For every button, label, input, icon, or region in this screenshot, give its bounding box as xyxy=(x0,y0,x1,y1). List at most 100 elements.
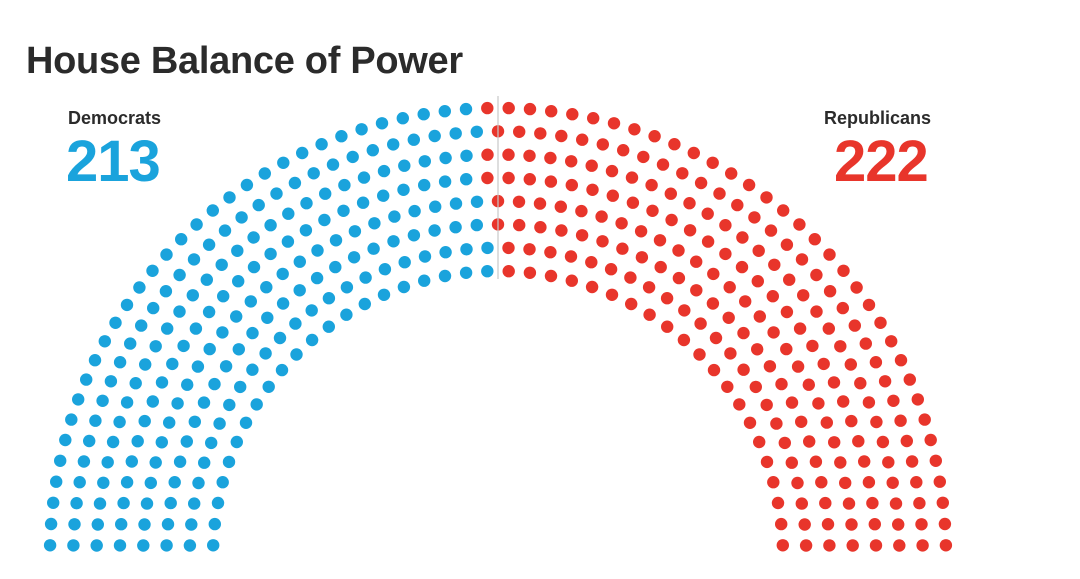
republican-seat xyxy=(707,267,720,281)
democrat-seat xyxy=(223,191,236,204)
republican-seat xyxy=(846,539,859,552)
republican-seat xyxy=(595,210,608,223)
republican-seat xyxy=(894,354,908,367)
republican-seat xyxy=(481,101,494,115)
democrat-seat xyxy=(438,105,451,118)
republican-seat xyxy=(810,305,823,318)
democrat-seat xyxy=(138,518,151,531)
republican-seat xyxy=(793,218,806,231)
democrat-seat xyxy=(300,197,313,210)
republican-seat xyxy=(723,281,736,294)
chart-title: House Balance of Power xyxy=(26,40,463,82)
republican-seat xyxy=(820,416,833,429)
democrat-seat xyxy=(208,517,221,531)
republican-seat xyxy=(866,496,879,510)
republican-seat xyxy=(555,224,568,237)
republican-seat xyxy=(739,295,752,308)
democrat-seat xyxy=(244,295,257,308)
democrat-seat xyxy=(88,354,102,367)
democrat-seat xyxy=(131,435,144,448)
democrat-seat xyxy=(387,235,400,248)
republican-seat xyxy=(694,317,707,330)
republican-seat xyxy=(878,375,892,388)
republican-seat xyxy=(502,148,515,161)
republican-seat xyxy=(760,191,773,204)
republican-seat xyxy=(656,158,670,171)
republican-seat xyxy=(808,233,821,246)
democrat-seat xyxy=(230,310,243,323)
republican-seat xyxy=(585,256,598,269)
republican-seat xyxy=(795,415,808,428)
republican-seat xyxy=(760,455,774,469)
democrat-seat xyxy=(347,251,361,264)
democrat-seat xyxy=(188,415,201,428)
democrat-seat xyxy=(65,413,78,426)
republican-seat xyxy=(564,250,578,263)
republican-seat xyxy=(513,218,526,232)
democrat-seat xyxy=(104,375,118,388)
democrat-seat xyxy=(335,130,348,143)
democrat-seat xyxy=(329,260,342,274)
republican-seat xyxy=(938,517,952,531)
democrat-seat xyxy=(299,224,313,237)
republican-seat xyxy=(874,316,887,329)
democrat-seat xyxy=(72,393,85,406)
democrat-seat xyxy=(164,496,177,510)
republican-seat xyxy=(862,298,876,312)
republican-seat xyxy=(780,238,794,251)
democrat-seat xyxy=(288,176,302,190)
democrat-seat xyxy=(218,224,232,237)
democrat-seat xyxy=(261,311,274,324)
democrat-seat xyxy=(449,127,462,140)
republican-seat xyxy=(859,337,872,350)
republican-seat xyxy=(604,263,618,276)
democrat-seat xyxy=(200,273,213,286)
democrat-seat xyxy=(429,200,442,213)
democrat-seat xyxy=(470,195,484,208)
democrat-seat xyxy=(337,204,350,217)
republican-seat xyxy=(626,196,640,209)
democrat-seat xyxy=(67,539,80,552)
democrat-seat xyxy=(129,377,142,390)
republican-seat xyxy=(683,224,697,237)
republican-seat xyxy=(690,284,703,297)
democrat-seat xyxy=(262,380,275,393)
republican-seat xyxy=(916,539,929,552)
republican-seat xyxy=(854,377,867,390)
republican-seat xyxy=(862,476,876,489)
democrat-seat xyxy=(378,263,392,276)
democrat-seat xyxy=(215,258,228,271)
republican-seat xyxy=(915,518,928,531)
democrat-seat xyxy=(367,242,380,255)
democrat-seat xyxy=(418,274,431,287)
republican-seat xyxy=(615,217,628,230)
democrat-seat xyxy=(318,213,331,227)
republican-seat xyxy=(616,242,629,255)
republican-seat xyxy=(672,244,685,257)
republican-seat xyxy=(565,274,578,287)
democrat-seat xyxy=(348,225,362,238)
democrat-seat xyxy=(202,305,216,319)
democrat-seat xyxy=(222,455,236,469)
democrat-seat xyxy=(177,339,190,353)
democrat-seat xyxy=(281,235,295,248)
republican-seat xyxy=(555,129,568,143)
democrat-seat xyxy=(207,539,220,552)
republican-seat xyxy=(751,275,764,288)
republican-seat xyxy=(850,281,863,294)
republican-seat xyxy=(742,178,756,192)
democrat-seat xyxy=(388,210,401,223)
democrat-seat xyxy=(91,518,105,531)
republican-seat xyxy=(733,398,746,411)
republican-seat xyxy=(795,253,809,266)
republican-seat xyxy=(642,281,656,294)
democrat-seat xyxy=(340,281,354,294)
democrat-seat xyxy=(418,250,432,263)
democrat-seat xyxy=(259,347,272,360)
democrat-seat xyxy=(246,363,259,376)
democrat-seat xyxy=(113,356,127,369)
democrat-seat xyxy=(138,414,151,428)
republican-seat xyxy=(889,497,903,510)
democrat-seat xyxy=(113,415,126,429)
